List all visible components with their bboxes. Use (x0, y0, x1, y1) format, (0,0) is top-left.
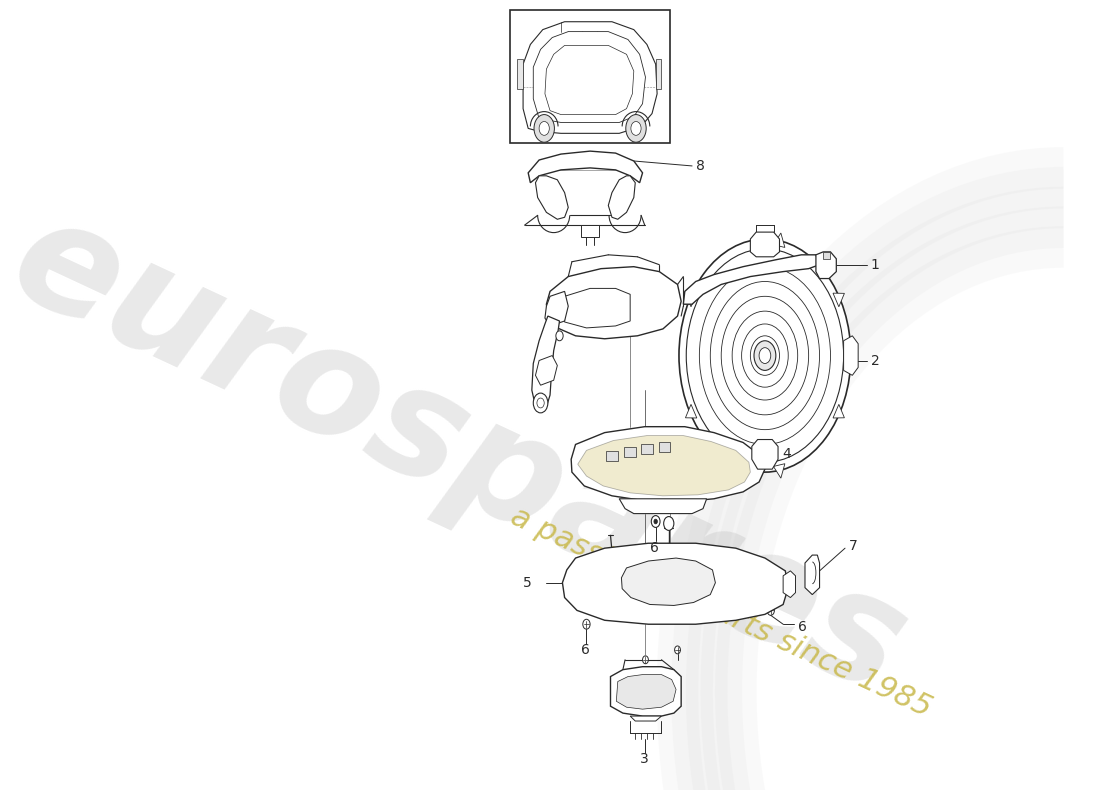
Circle shape (537, 398, 544, 408)
Circle shape (674, 646, 681, 654)
Text: 6: 6 (582, 643, 591, 657)
Polygon shape (621, 558, 715, 606)
Polygon shape (571, 426, 764, 502)
Polygon shape (751, 439, 778, 469)
Polygon shape (656, 59, 661, 89)
Text: 1: 1 (870, 258, 879, 272)
Polygon shape (547, 266, 681, 338)
Polygon shape (616, 674, 676, 709)
Polygon shape (833, 404, 845, 418)
Polygon shape (544, 46, 634, 114)
Circle shape (700, 266, 830, 445)
Bar (606, 451, 618, 462)
Polygon shape (844, 336, 858, 375)
Polygon shape (750, 232, 780, 257)
Polygon shape (578, 435, 750, 496)
Circle shape (741, 324, 789, 387)
Polygon shape (805, 555, 820, 594)
Text: a passion for parts since 1985: a passion for parts since 1985 (506, 502, 936, 723)
Circle shape (631, 122, 641, 135)
Polygon shape (562, 543, 789, 624)
Polygon shape (582, 225, 598, 237)
Text: 6: 6 (798, 620, 806, 634)
Circle shape (534, 114, 554, 142)
Circle shape (653, 519, 658, 524)
Text: 2: 2 (870, 354, 879, 367)
Circle shape (663, 517, 674, 530)
Circle shape (583, 619, 590, 629)
Bar (510, 10, 670, 143)
Polygon shape (608, 176, 636, 219)
Polygon shape (564, 289, 630, 328)
Bar (659, 442, 670, 452)
Circle shape (767, 606, 774, 615)
Polygon shape (536, 176, 569, 219)
Bar (641, 445, 652, 454)
Circle shape (711, 282, 820, 430)
Polygon shape (531, 316, 560, 410)
Polygon shape (534, 32, 646, 122)
Circle shape (556, 331, 563, 341)
Text: eurospares: eurospares (0, 182, 928, 726)
Bar (625, 447, 636, 458)
Polygon shape (683, 255, 820, 304)
Text: 4: 4 (782, 447, 791, 462)
Circle shape (759, 348, 771, 363)
Circle shape (750, 336, 780, 375)
Circle shape (626, 114, 646, 142)
Polygon shape (833, 293, 845, 307)
Text: 6: 6 (650, 541, 659, 555)
Polygon shape (517, 59, 524, 89)
Polygon shape (823, 252, 830, 258)
Text: 3: 3 (639, 751, 648, 766)
Polygon shape (816, 252, 836, 278)
Circle shape (754, 341, 776, 370)
Polygon shape (773, 464, 785, 478)
Polygon shape (685, 404, 696, 418)
Circle shape (722, 296, 808, 415)
Polygon shape (773, 233, 785, 247)
Polygon shape (619, 498, 706, 514)
Polygon shape (685, 293, 696, 307)
Circle shape (651, 515, 660, 527)
Polygon shape (524, 22, 657, 134)
Text: 8: 8 (695, 159, 705, 173)
Polygon shape (528, 151, 642, 182)
Circle shape (642, 656, 648, 664)
Circle shape (679, 239, 851, 472)
Polygon shape (630, 716, 661, 721)
Text: 7: 7 (849, 539, 857, 553)
Circle shape (534, 393, 548, 413)
Polygon shape (783, 571, 795, 598)
Circle shape (539, 122, 549, 135)
Polygon shape (544, 291, 569, 326)
Circle shape (686, 249, 844, 462)
Text: 5: 5 (524, 576, 531, 590)
Circle shape (733, 311, 798, 400)
Polygon shape (610, 666, 681, 716)
Polygon shape (536, 355, 558, 386)
